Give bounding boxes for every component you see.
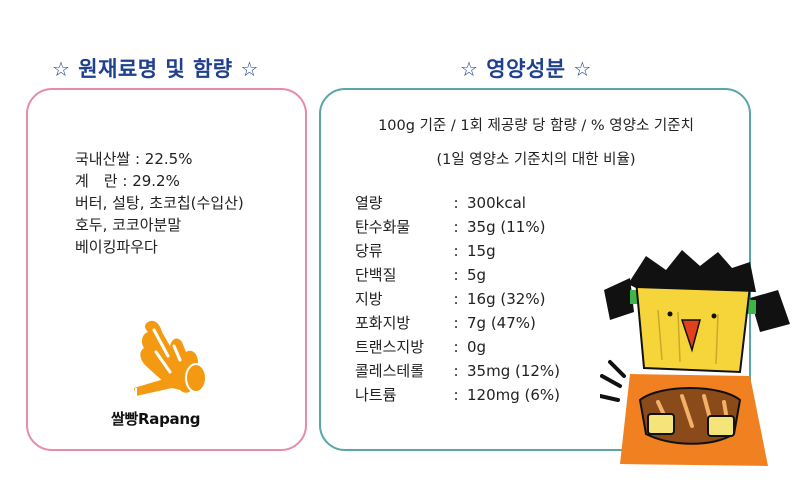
nutrition-row: 탄수화물:35g (11%) (355, 216, 545, 240)
ingredients-list: 국내산쌀 : 22.5% 계 란 : 29.2% 버터, 설탕, 초코칩(수입산… (75, 148, 244, 258)
nutrition-heading: ☆ 영양성분 ☆ (460, 53, 592, 83)
nutrient-colon: : (453, 242, 459, 260)
nutrition-basis: 100g 기준 / 1회 제공량 당 함량 / % 영양소 기준치 (378, 118, 694, 134)
ingredients-panel: 국내산쌀 : 22.5% 계 란 : 29.2% 버터, 설탕, 초코칩(수입산… (26, 88, 307, 451)
nutrient-value: 300kcal (467, 194, 526, 212)
nutrient-value: 5g (467, 266, 487, 284)
girl-holding-bread-icon (600, 250, 790, 466)
ingredient-item: 호두, 코코아분말 (75, 216, 182, 234)
ingredient-item: 버터, 설탕, 초코칩(수입산) (75, 194, 244, 212)
nutrient-name: 단백질 (355, 266, 397, 284)
nutrient-value: 120mg (6%) (467, 386, 561, 404)
nutrition-row: 열량:300kcal (355, 192, 526, 216)
nutrient-colon: : (453, 386, 459, 404)
nutrient-colon: : (453, 194, 459, 212)
nutrient-name: 포화지방 (355, 314, 411, 332)
star-icon: ☆ (573, 57, 592, 81)
nutrient-value: 35g (11%) (467, 218, 546, 236)
ingredient-item: 베이킹파우다 (75, 238, 158, 256)
nutrient-colon: : (453, 266, 459, 284)
star-icon: ☆ (240, 57, 259, 81)
nutrition-basis-note: (1일 영양소 기준치의 대한 비율) (436, 152, 636, 168)
nutrient-value: 15g (467, 242, 496, 260)
nutrient-value: 35mg (12%) (467, 362, 561, 380)
nutrient-colon: : (453, 218, 459, 236)
nutrient-name: 콜레스테롤 (355, 362, 425, 380)
nutrient-name: 지방 (355, 290, 383, 308)
nutrition-row: 단백질:5g (355, 264, 486, 288)
nutrition-heading-text: 영양성분 (486, 57, 566, 81)
nutrient-colon: : (453, 290, 459, 308)
star-icon: ☆ (52, 57, 71, 81)
nutrition-row: 나트륨:120mg (6%) (355, 384, 560, 408)
star-icon: ☆ (460, 57, 479, 81)
hand-and-horn-icon (134, 320, 207, 396)
nutrient-name: 탄수화물 (355, 218, 411, 236)
brand-name: 쌀빵Rapang (111, 410, 201, 428)
nutrition-row: 트랜스지방:0g (355, 336, 486, 360)
nutrient-name: 트랜스지방 (355, 338, 425, 356)
nutrition-row: 지방:16g (32%) (355, 288, 545, 312)
nutrient-name: 나트륨 (355, 386, 397, 404)
nutrient-colon: : (453, 338, 459, 356)
nutrition-row: 포화지방:7g (47%) (355, 312, 536, 336)
ingredient-item: 계 란 : 29.2% (75, 172, 180, 190)
ingredient-item: 국내산쌀 : 22.5% (75, 150, 193, 168)
nutrient-value: 0g (467, 338, 487, 356)
nutrient-colon: : (453, 314, 459, 332)
nutrient-colon: : (453, 362, 459, 380)
nutrition-row: 당류:15g (355, 240, 496, 264)
ingredients-heading: ☆ 원재료명 및 함량 ☆ (52, 53, 259, 83)
ingredients-heading-text: 원재료명 및 함량 (78, 57, 233, 81)
nutrient-value: 7g (47%) (467, 314, 536, 332)
nutrition-row: 콜레스테롤:35mg (12%) (355, 360, 560, 384)
nutrient-value: 16g (32%) (467, 290, 546, 308)
nutrient-name: 당류 (355, 242, 383, 260)
nutrient-name: 열량 (355, 194, 383, 212)
